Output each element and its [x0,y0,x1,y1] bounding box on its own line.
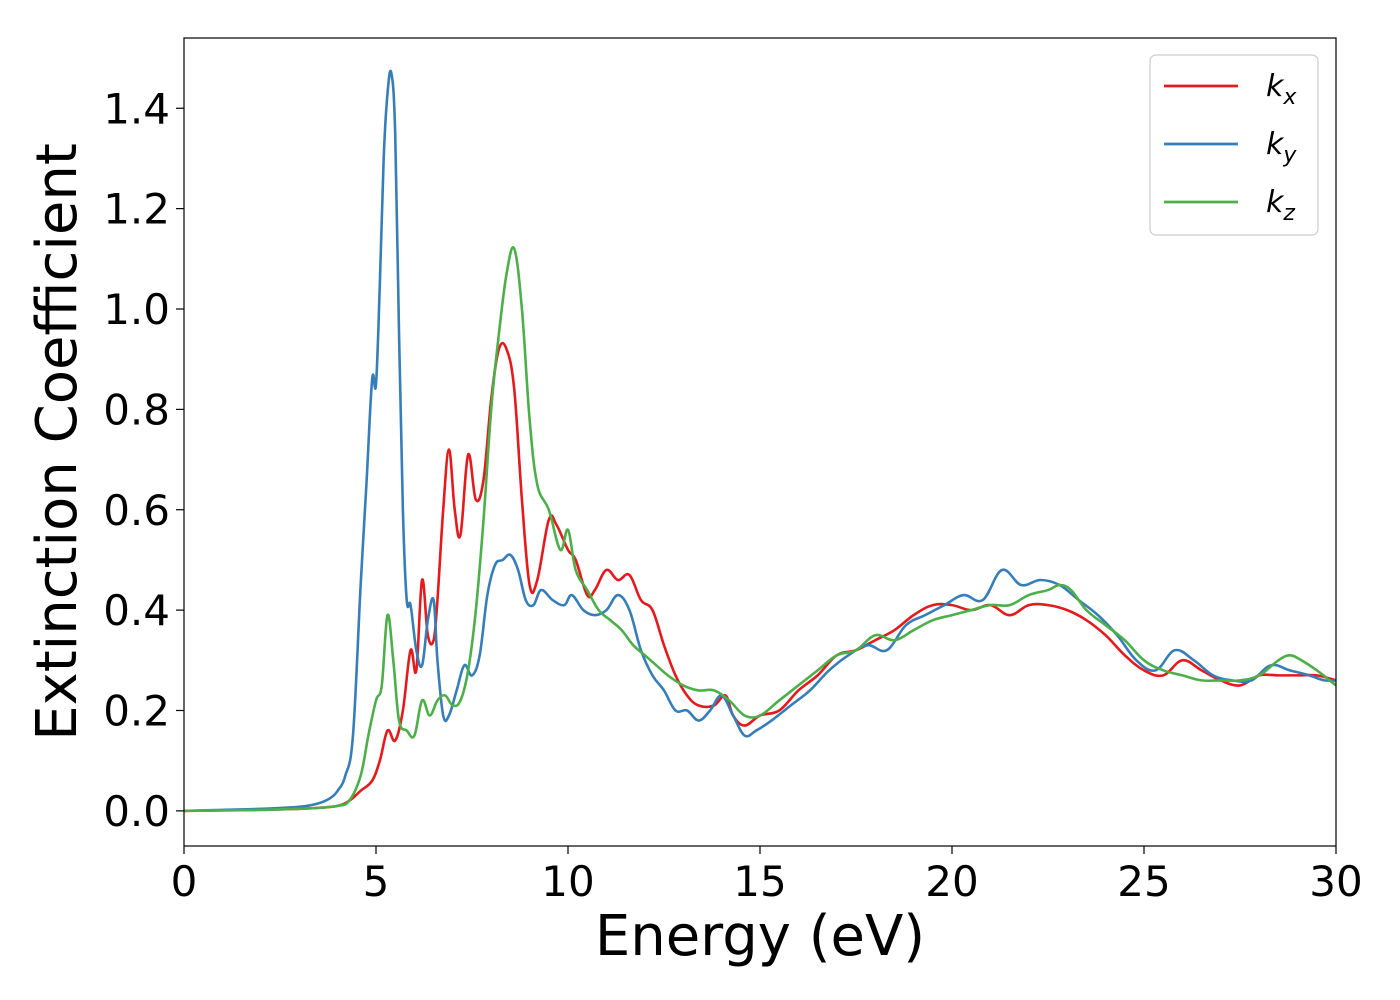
legend-label-ky: ky [1266,127,1297,168]
y-tick-label: 0.2 [103,686,170,735]
y-tick-label: 0.8 [103,385,170,434]
y-tick-label: 0.0 [103,787,170,836]
series-layer [184,69,1336,813]
series-line-kx [184,341,1336,813]
x-tick-label: 20 [925,857,978,906]
x-tick-label: 30 [1309,857,1362,906]
x-tick-label: 0 [171,857,198,906]
series-line-kz [184,246,1336,813]
y-axis-title: Extinction Coefficient [25,143,90,741]
x-axis: 0 5 10 15 20 25 30 [171,846,1363,906]
y-tick-label: 0.4 [103,586,170,635]
x-tick-label: 10 [541,857,594,906]
y-tick-label: 0.6 [103,486,170,535]
x-tick-label: 5 [363,857,390,906]
legend-label-kx: kx [1266,69,1297,110]
y-tick-label: 1.2 [103,185,170,234]
x-tick-label: 25 [1117,857,1170,906]
y-tick-label: 1.0 [103,285,170,334]
series-line-ky [184,69,1336,813]
y-axis: 0.0 0.2 0.4 0.6 0.8 1.0 1.2 1.4 [103,84,184,836]
x-axis-title: Energy (eV) [595,904,925,969]
y-tick-label: 1.4 [103,84,170,133]
x-tick-label: 15 [733,857,786,906]
legend: kx ky kz [1149,54,1319,236]
legend-label-kz: kz [1266,185,1295,226]
